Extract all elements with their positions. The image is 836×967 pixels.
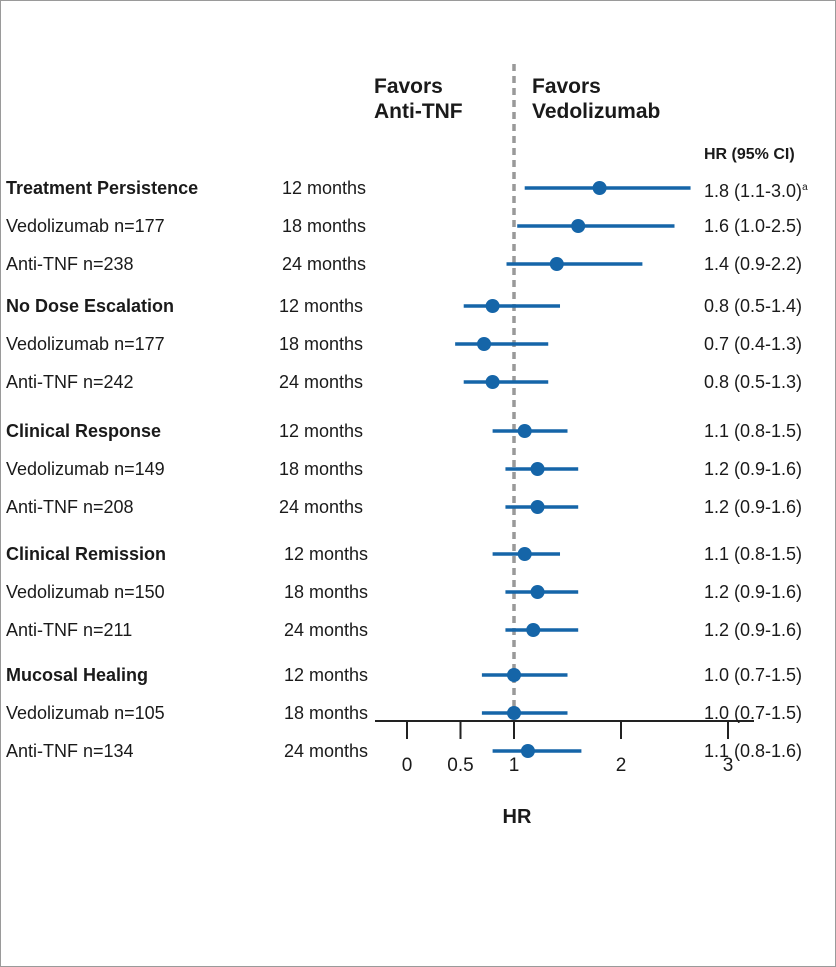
period-label: 24 months	[284, 741, 369, 761]
favors-vedolizumab-line1: Favors	[532, 75, 601, 98]
anti-tnf-n-label: Anti-TNF n=238	[6, 254, 134, 274]
hr-ci-value: 0.7 (0.4-1.3)	[704, 333, 802, 355]
hr-ci-value: 1.0 (0.7-1.5)	[704, 664, 802, 686]
favors-vedolizumab-line2: Vedolizumab	[532, 100, 661, 123]
hr-point	[485, 375, 500, 389]
favors-anti-tnf-line1: Favors	[374, 75, 443, 98]
hr-ci-text: 1.8 (1.1-3.0)	[704, 181, 803, 201]
hr-ci-value: 0.8 (0.5-1.3)	[704, 371, 802, 393]
x-axis-title: HR	[502, 806, 532, 828]
hr-ci-value: 1.6 (1.0-2.5)	[704, 215, 802, 237]
hr-ci-text: 1.1 (0.8-1.5)	[704, 421, 803, 441]
hr-point	[526, 623, 541, 637]
period-label: 24 months	[282, 254, 367, 274]
hr-ci-text: 1.2 (0.9-1.6)	[704, 497, 803, 517]
hr-point	[530, 585, 545, 599]
hr-point	[507, 706, 521, 720]
favors-vedolizumab-label: Favors Vedolizumab	[532, 74, 660, 124]
hr-ci-value: 1.1 (0.8-1.5)	[704, 543, 802, 565]
hr-ci-text: 1.1 (0.8-1.5)	[704, 544, 803, 564]
period-label: 18 months	[284, 582, 369, 602]
hr-ci-text: 1.2 (0.9-1.6)	[704, 582, 803, 602]
group-title: Treatment Persistence	[6, 178, 199, 198]
vedolizumab-n-label: Vedolizumab n=150	[6, 582, 165, 602]
hr-ci-value: 1.8 (1.1-3.0)a	[704, 177, 808, 202]
hr-ci-text: 1.1 (0.8-1.6)	[704, 741, 803, 761]
hr-ci-text: 0.8 (0.5-1.3)	[704, 372, 803, 392]
hr-point	[477, 337, 492, 351]
period-label: 24 months	[284, 620, 369, 640]
hr-ci-text: 1.0 (0.7-1.5)	[704, 665, 803, 685]
period-label: 12 months	[282, 178, 367, 198]
hr-ci-value: 1.4 (0.9-2.2)	[704, 253, 802, 275]
hr-point	[571, 219, 586, 233]
hr-ci-text: 1.2 (0.9-1.6)	[704, 620, 803, 640]
group-title: Clinical Remission	[6, 544, 167, 564]
group-title: Clinical Response	[6, 421, 162, 441]
anti-tnf-n-label: Anti-TNF n=134	[6, 741, 134, 761]
anti-tnf-n-label: Anti-TNF n=242	[6, 372, 134, 392]
hr-point	[517, 424, 532, 438]
hr-point	[530, 500, 545, 514]
anti-tnf-n-label: Anti-TNF n=211	[6, 620, 133, 640]
hr-ci-value: 1.0 (0.7-1.5)	[704, 702, 802, 724]
x-tick-label: 3	[722, 755, 734, 776]
ci-column-header: HR (95% CI)	[704, 146, 795, 163]
period-label: 12 months	[284, 665, 369, 685]
favors-anti-tnf-line2: Anti-TNF	[374, 100, 463, 123]
hr-ci-text: 1.6 (1.0-2.5)	[704, 216, 803, 236]
x-tick-label: 0	[401, 755, 413, 776]
hr-ci-text: 0.8 (0.5-1.4)	[704, 296, 803, 316]
x-tick-label: 2	[615, 755, 627, 776]
group-title: Mucosal Healing	[6, 665, 149, 685]
period-label: 18 months	[279, 459, 364, 479]
anti-tnf-n-label: Anti-TNF n=208	[6, 497, 134, 517]
x-tick-label: 1	[508, 755, 520, 776]
hr-point	[485, 299, 500, 313]
period-label: 12 months	[284, 544, 369, 564]
hr-point	[517, 547, 532, 561]
hr-ci-value: 1.2 (0.9-1.6)	[704, 581, 802, 603]
hr-ci-text: 1.4 (0.9-2.2)	[704, 254, 803, 274]
hr-ci-value: 1.2 (0.9-1.6)	[704, 458, 802, 480]
period-label: 12 months	[279, 421, 364, 441]
period-label: 12 months	[279, 296, 364, 316]
footnote-marker: a	[802, 182, 808, 193]
group-title: No Dose Escalation	[6, 296, 175, 316]
period-label: 18 months	[279, 334, 364, 354]
hr-ci-value: 1.1 (0.8-1.5)	[704, 420, 802, 442]
hr-point	[549, 257, 564, 271]
period-label: 24 months	[279, 497, 364, 517]
hr-point	[592, 181, 607, 195]
hr-ci-text: 1.0 (0.7-1.5)	[704, 703, 803, 723]
x-tick-label: 0.5	[447, 755, 474, 776]
hr-ci-text: 0.7 (0.4-1.3)	[704, 334, 803, 354]
period-label: 18 months	[284, 703, 369, 723]
favors-anti-tnf-label: Favors Anti-TNF	[374, 74, 463, 124]
vedolizumab-n-label: Vedolizumab n=149	[6, 459, 165, 479]
hr-point	[520, 744, 535, 758]
hr-ci-value: 1.2 (0.9-1.6)	[704, 619, 802, 641]
hr-ci-value: 1.2 (0.9-1.6)	[704, 496, 802, 518]
period-label: 18 months	[282, 216, 367, 236]
period-label: 24 months	[279, 372, 364, 392]
vedolizumab-n-label: Vedolizumab n=105	[6, 703, 165, 723]
hr-ci-text: 1.2 (0.9-1.6)	[704, 459, 803, 479]
hr-point	[507, 668, 521, 682]
hr-ci-value: 1.1 (0.8-1.6)	[704, 740, 802, 762]
hr-ci-value: 0.8 (0.5-1.4)	[704, 295, 802, 317]
vedolizumab-n-label: Vedolizumab n=177	[6, 216, 165, 236]
hr-point	[530, 462, 545, 476]
vedolizumab-n-label: Vedolizumab n=177	[6, 334, 165, 354]
